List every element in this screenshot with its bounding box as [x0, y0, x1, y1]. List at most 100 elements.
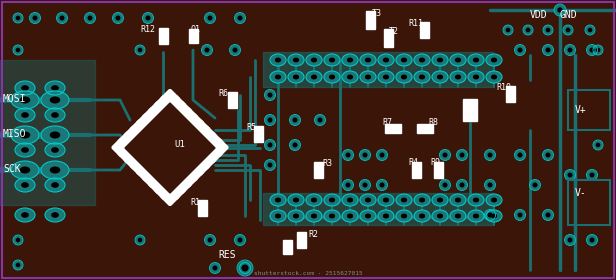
Circle shape [318, 118, 322, 122]
Ellipse shape [16, 179, 34, 191]
Bar [198, 200, 206, 216]
Text: T1: T1 [464, 99, 474, 108]
Ellipse shape [384, 75, 389, 79]
Ellipse shape [294, 75, 298, 79]
Ellipse shape [42, 127, 68, 143]
Ellipse shape [42, 162, 68, 178]
Ellipse shape [437, 75, 442, 79]
Bar [155, 96, 167, 108]
Ellipse shape [52, 183, 58, 187]
Ellipse shape [487, 72, 501, 82]
Ellipse shape [402, 214, 407, 218]
Circle shape [206, 13, 214, 22]
Text: shutterstock.com · 2515627015: shutterstock.com · 2515627015 [254, 271, 362, 276]
Ellipse shape [415, 195, 429, 205]
Bar [434, 162, 442, 178]
Bar [148, 102, 161, 114]
Ellipse shape [16, 209, 34, 221]
Ellipse shape [402, 58, 407, 62]
Ellipse shape [347, 75, 352, 79]
Ellipse shape [415, 211, 429, 221]
Circle shape [33, 16, 37, 20]
Text: V-: V- [575, 188, 587, 198]
Ellipse shape [46, 209, 64, 221]
Ellipse shape [271, 72, 285, 82]
Text: R11: R11 [408, 19, 423, 28]
Bar [179, 102, 192, 114]
Circle shape [590, 173, 594, 177]
Circle shape [136, 236, 144, 244]
Circle shape [293, 118, 297, 122]
Circle shape [594, 141, 602, 149]
Ellipse shape [456, 198, 460, 202]
Ellipse shape [487, 211, 501, 221]
Text: R7: R7 [382, 118, 392, 127]
Circle shape [516, 211, 524, 220]
Ellipse shape [492, 214, 496, 218]
Circle shape [139, 48, 142, 52]
Circle shape [57, 13, 67, 22]
Ellipse shape [415, 72, 429, 82]
Circle shape [568, 173, 572, 177]
Ellipse shape [330, 58, 334, 62]
Bar [137, 169, 148, 181]
Bar [216, 144, 228, 157]
Bar [158, 28, 168, 44]
Bar [112, 138, 124, 150]
Ellipse shape [361, 72, 375, 82]
Ellipse shape [20, 97, 30, 103]
Circle shape [17, 263, 20, 267]
Text: V+: V+ [575, 105, 587, 115]
Circle shape [268, 143, 272, 147]
Circle shape [543, 211, 553, 220]
Bar [155, 187, 167, 199]
Circle shape [346, 153, 350, 157]
Text: VDD: VDD [530, 10, 548, 20]
Ellipse shape [469, 55, 483, 65]
Ellipse shape [46, 109, 64, 121]
Circle shape [265, 160, 275, 169]
Circle shape [516, 46, 524, 55]
Ellipse shape [379, 72, 393, 82]
Circle shape [596, 48, 599, 52]
Circle shape [14, 236, 22, 244]
Bar [185, 108, 197, 120]
Circle shape [458, 181, 466, 190]
Circle shape [485, 151, 495, 160]
Text: R2: R2 [308, 230, 318, 239]
Ellipse shape [361, 195, 375, 205]
Ellipse shape [289, 211, 303, 221]
Bar [124, 157, 136, 169]
Ellipse shape [307, 55, 321, 65]
Circle shape [530, 181, 540, 190]
Bar [198, 120, 209, 132]
Circle shape [265, 116, 275, 125]
Circle shape [315, 116, 325, 125]
Text: R6: R6 [218, 89, 228, 98]
Circle shape [443, 183, 447, 187]
Ellipse shape [289, 72, 303, 82]
Bar [314, 162, 323, 178]
Text: R8: R8 [428, 118, 438, 127]
Ellipse shape [347, 214, 352, 218]
Ellipse shape [456, 58, 460, 62]
Bar [210, 132, 222, 144]
Circle shape [139, 238, 142, 242]
Ellipse shape [492, 198, 496, 202]
Ellipse shape [384, 198, 389, 202]
Circle shape [14, 46, 22, 54]
Circle shape [504, 26, 512, 34]
Circle shape [588, 235, 596, 244]
Circle shape [116, 16, 120, 20]
Ellipse shape [469, 72, 483, 82]
Bar [283, 240, 291, 254]
Bar [506, 86, 514, 102]
Ellipse shape [294, 58, 298, 62]
Circle shape [488, 153, 492, 157]
Ellipse shape [46, 179, 64, 191]
Circle shape [213, 266, 217, 270]
Ellipse shape [384, 58, 389, 62]
Ellipse shape [294, 198, 298, 202]
Circle shape [291, 141, 299, 150]
Ellipse shape [365, 75, 370, 79]
